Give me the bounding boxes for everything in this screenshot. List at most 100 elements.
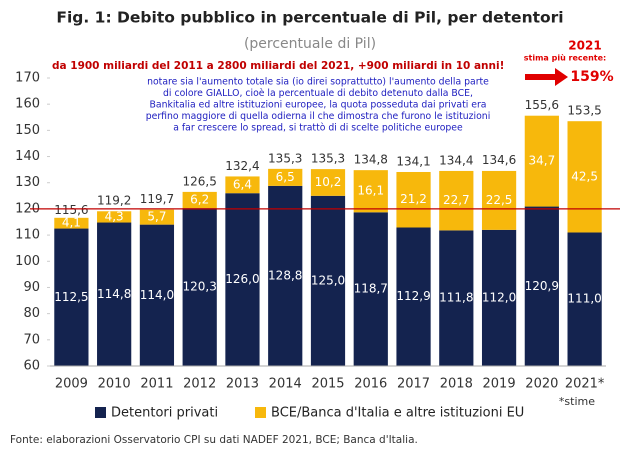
y-tick-label: 110 bbox=[15, 228, 40, 243]
x-tick-label: 2009 bbox=[55, 377, 88, 392]
chart-subtitle: (percentuale di Pil) bbox=[244, 36, 376, 52]
annotation-blue: di colore GIALLO, cioè la percentuale di… bbox=[163, 88, 473, 99]
value-label: 118,7 bbox=[354, 282, 388, 296]
value-label: 34,7 bbox=[528, 154, 555, 168]
bar-segment bbox=[54, 217, 89, 229]
bar-segment bbox=[439, 170, 474, 231]
value-label: 42,5 bbox=[571, 169, 598, 183]
value-label: 22,5 bbox=[486, 193, 513, 207]
total-label: 134,8 bbox=[354, 153, 388, 167]
y-tick-label: 170 bbox=[15, 71, 40, 86]
x-tick-label: 2014 bbox=[269, 377, 302, 392]
value-label: 5,7 bbox=[147, 210, 166, 224]
annotation-red: da 1900 miliardi del 2011 a 2800 miliard… bbox=[52, 60, 504, 72]
legend-label: BCE/Banca d'Italia e altre istituzioni E… bbox=[271, 406, 524, 421]
x-tick-label: 2018 bbox=[440, 377, 473, 392]
value-label: 4,3 bbox=[105, 209, 124, 223]
total-label: 119,7 bbox=[140, 192, 174, 206]
total-label: 134,6 bbox=[482, 153, 516, 167]
bar-segment bbox=[225, 193, 260, 366]
legend-label: Detentori privati bbox=[111, 406, 218, 421]
bar-segment bbox=[182, 191, 217, 209]
value-label: 111,8 bbox=[439, 291, 473, 305]
x-tick-label: 2015 bbox=[311, 377, 344, 392]
value-label: 4,1 bbox=[62, 216, 81, 230]
chart-title: Fig. 1: Debito pubblico in percentuale d… bbox=[56, 9, 563, 27]
x-tick-label: 2010 bbox=[98, 377, 131, 392]
bar-segment bbox=[524, 115, 559, 207]
value-label: 112,9 bbox=[396, 289, 430, 303]
value-label: 112,0 bbox=[482, 290, 516, 304]
x-tick-label: 2016 bbox=[354, 377, 387, 392]
source: Fonte: elaborazioni Osservatorio CPI su … bbox=[10, 434, 418, 446]
bar-segment bbox=[567, 121, 602, 233]
bar-segment bbox=[481, 170, 517, 230]
bar-segment bbox=[396, 171, 431, 228]
bar-segment bbox=[396, 227, 431, 366]
bar-segment bbox=[97, 222, 132, 366]
value-label: 21,2 bbox=[400, 192, 427, 206]
bar-segment bbox=[139, 224, 175, 366]
total-label: 119,2 bbox=[97, 194, 131, 208]
value-label: 16,1 bbox=[357, 184, 384, 198]
value-label: 22,7 bbox=[443, 193, 470, 207]
bar-segment bbox=[481, 229, 517, 366]
annotation-blue: notare sia l'aumento totale sia (io dire… bbox=[147, 77, 489, 88]
bar-segment bbox=[310, 195, 346, 366]
x-tick-label: 2021* bbox=[565, 377, 605, 392]
y-tick-label: 140 bbox=[15, 149, 40, 164]
estimate-value: 159% bbox=[570, 69, 613, 85]
y-tick-label: 60 bbox=[23, 359, 40, 374]
total-label: 153,5 bbox=[567, 104, 601, 118]
arrow bbox=[525, 68, 568, 86]
bar-segment bbox=[524, 206, 559, 366]
total-label: 155,6 bbox=[525, 98, 559, 112]
annotation-blue: Bankitalia ed altre istituzioni europee,… bbox=[150, 100, 487, 111]
annotation-blue: perfino maggiore di quella odierna il ch… bbox=[146, 111, 491, 122]
footnote: *stime bbox=[559, 395, 595, 408]
value-label: 120,3 bbox=[183, 280, 217, 294]
value-label: 128,8 bbox=[268, 268, 302, 282]
total-label: 135,3 bbox=[268, 151, 302, 165]
total-label: 115,6 bbox=[54, 203, 88, 217]
value-label: 6,4 bbox=[233, 177, 252, 191]
bar-segment bbox=[225, 176, 260, 194]
legend-swatch bbox=[255, 407, 266, 418]
y-tick-label: 160 bbox=[15, 97, 40, 112]
annotation-blue: a far crescere lo spread, si trattò di d… bbox=[173, 123, 463, 134]
bar-segment bbox=[268, 168, 303, 186]
value-label: 6,5 bbox=[276, 170, 295, 184]
total-label: 132,4 bbox=[225, 159, 259, 173]
y-tick-label: 130 bbox=[15, 175, 40, 190]
bar-segment bbox=[182, 208, 217, 366]
y-tick-label: 150 bbox=[15, 123, 40, 138]
x-tick-label: 2012 bbox=[183, 377, 216, 392]
y-tick-label: 120 bbox=[15, 201, 40, 216]
bar-segment bbox=[139, 209, 175, 225]
x-tick-label: 2020 bbox=[525, 377, 558, 392]
x-tick-label: 2013 bbox=[226, 377, 259, 392]
value-label: 126,0 bbox=[225, 272, 259, 286]
y-tick-label: 80 bbox=[23, 306, 40, 321]
total-label: 135,3 bbox=[311, 151, 345, 165]
total-label: 134,4 bbox=[439, 154, 473, 168]
bar-segment bbox=[353, 170, 388, 213]
x-tick-label: 2011 bbox=[140, 377, 173, 392]
bar-segment bbox=[268, 185, 303, 366]
value-label: 10,2 bbox=[315, 175, 342, 189]
estimate-year: 2021 bbox=[568, 39, 601, 53]
bar-segment bbox=[567, 232, 602, 366]
value-label: 125,0 bbox=[311, 273, 345, 287]
y-tick-label: 100 bbox=[15, 254, 40, 269]
y-tick-label: 90 bbox=[23, 280, 40, 295]
value-label: 111,0 bbox=[567, 292, 601, 306]
total-label: 126,5 bbox=[183, 174, 217, 188]
total-label: 134,1 bbox=[396, 154, 430, 168]
estimate-label: stima più recente: bbox=[524, 54, 606, 63]
value-label: 120,9 bbox=[525, 279, 559, 293]
bar-segment bbox=[353, 212, 388, 366]
value-label: 114,0 bbox=[140, 288, 174, 302]
bar-segment bbox=[439, 230, 474, 366]
legend-swatch bbox=[95, 407, 106, 418]
